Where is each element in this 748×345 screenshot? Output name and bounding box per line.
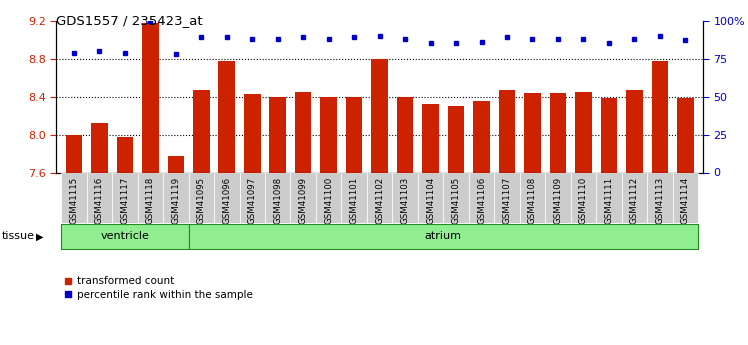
Bar (371, 59, 388, 172)
Text: GSM41119: GSM41119 (171, 177, 180, 224)
Bar (214, 172, 239, 223)
Bar (652, 61, 668, 172)
Text: GSM41113: GSM41113 (655, 177, 664, 224)
Text: GSM41098: GSM41098 (273, 177, 282, 224)
Bar (316, 172, 341, 223)
Text: GSM41108: GSM41108 (528, 177, 537, 224)
Bar (188, 172, 214, 223)
Bar (672, 172, 698, 223)
Bar (346, 97, 363, 172)
Bar (677, 99, 693, 172)
Text: GSM41100: GSM41100 (324, 177, 333, 224)
Bar (61, 172, 87, 223)
Text: GSM41110: GSM41110 (579, 177, 588, 224)
Bar (601, 99, 617, 172)
Bar (647, 172, 672, 223)
Bar (448, 106, 465, 172)
Bar (575, 92, 592, 172)
Bar (239, 172, 265, 223)
Bar (393, 172, 418, 223)
Bar (244, 94, 260, 172)
Text: GSM41103: GSM41103 (401, 177, 410, 224)
Bar (138, 172, 163, 223)
Bar (520, 172, 545, 223)
Text: GSM41106: GSM41106 (477, 177, 486, 224)
Text: GSM41117: GSM41117 (120, 177, 129, 224)
Bar (622, 172, 647, 223)
Text: GSM41112: GSM41112 (630, 177, 639, 224)
Bar (571, 172, 596, 223)
Text: GSM41107: GSM41107 (503, 177, 512, 224)
Bar (396, 97, 414, 172)
Bar (66, 135, 82, 172)
Text: GSM41102: GSM41102 (375, 177, 384, 224)
Bar (418, 172, 444, 223)
Bar (265, 172, 290, 223)
Text: GSM41105: GSM41105 (452, 177, 461, 224)
Bar (61, 224, 188, 249)
Text: tissue: tissue (1, 231, 34, 241)
Bar (341, 172, 367, 223)
Text: GSM41116: GSM41116 (95, 177, 104, 224)
Bar (112, 172, 138, 223)
Bar (163, 172, 188, 223)
Text: GSM41099: GSM41099 (298, 177, 307, 224)
Bar (320, 97, 337, 172)
Text: GDS1557 / 235423_at: GDS1557 / 235423_at (56, 14, 203, 27)
Text: GSM41097: GSM41097 (248, 177, 257, 224)
Bar (290, 172, 316, 223)
Bar (550, 93, 566, 172)
Bar (469, 172, 494, 223)
Text: GSM41101: GSM41101 (349, 177, 358, 224)
Bar (168, 156, 184, 172)
Text: GSM41096: GSM41096 (222, 177, 231, 224)
Bar (596, 172, 622, 223)
Text: GSM41104: GSM41104 (426, 177, 435, 224)
Legend: transformed count, percentile rank within the sample: transformed count, percentile rank withi… (61, 274, 255, 302)
Text: GSM41111: GSM41111 (604, 177, 613, 224)
Bar (295, 92, 311, 172)
Text: GSM41109: GSM41109 (554, 177, 562, 224)
Bar (626, 90, 643, 172)
Bar (524, 93, 541, 172)
Bar (499, 90, 515, 172)
Text: GSM41118: GSM41118 (146, 177, 155, 224)
Bar (494, 172, 520, 223)
Text: GSM41114: GSM41114 (681, 177, 690, 224)
Bar (188, 224, 698, 249)
Bar (545, 172, 571, 223)
Bar (218, 61, 235, 172)
Bar (473, 101, 490, 172)
Text: atrium: atrium (425, 231, 462, 241)
Text: ventricle: ventricle (100, 231, 150, 241)
Text: ▶: ▶ (36, 231, 43, 241)
Bar (423, 104, 439, 172)
Bar (87, 172, 112, 223)
Text: GSM41095: GSM41095 (197, 177, 206, 224)
Bar (193, 90, 209, 172)
Bar (117, 137, 133, 172)
Bar (91, 123, 108, 172)
Bar (444, 172, 469, 223)
Bar (367, 172, 393, 223)
Text: GSM41115: GSM41115 (70, 177, 79, 224)
Bar (142, 23, 159, 172)
Bar (269, 97, 286, 172)
